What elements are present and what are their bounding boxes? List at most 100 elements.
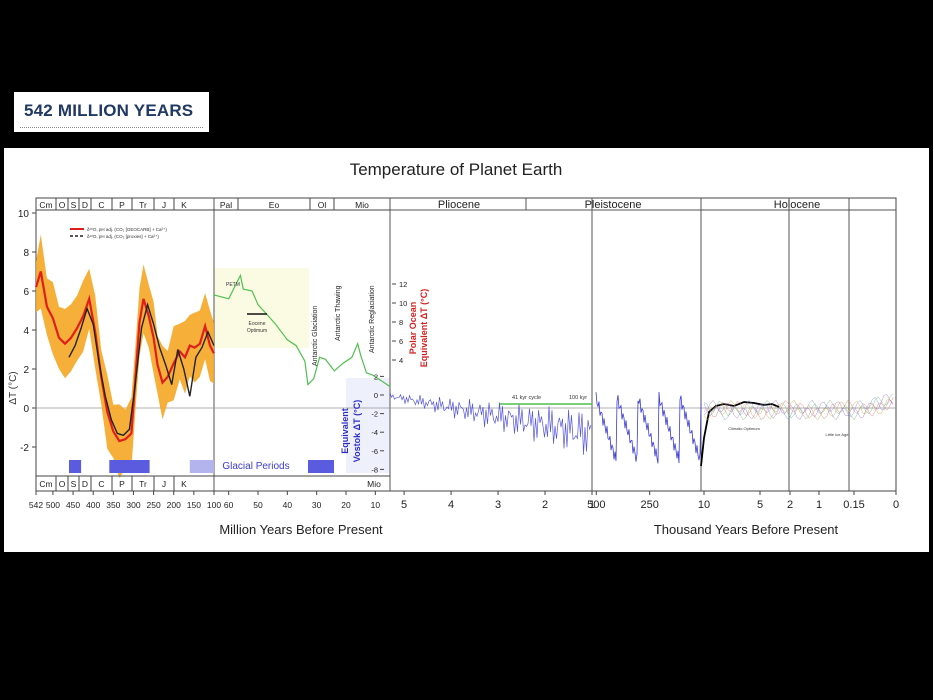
series-line-holocene-reconstruction — [703, 393, 894, 421]
x-tick-label: 400 — [86, 500, 100, 510]
period-label-top-P: P — [119, 200, 125, 210]
chart-title: Temperature of Planet Earth — [350, 160, 563, 179]
y3-tick-label: -6 — [371, 447, 378, 456]
x-tick-label: 2 — [542, 499, 548, 511]
glacial-period-bar — [109, 460, 150, 473]
x-tick-label: 40 — [283, 500, 293, 510]
cenozoic-label-Pal: Pal — [220, 200, 232, 210]
period-label-top-Tr: Tr — [139, 200, 147, 210]
period-label-top-Cm: Cm — [39, 200, 52, 210]
annotation-100kyr: 100 kyr — [569, 395, 587, 401]
y3-tick-label: 0 — [374, 391, 378, 400]
series-line-holocene-reconstruction — [703, 396, 894, 421]
epoch-label-pliocene: Pliocene — [438, 199, 480, 211]
cenozoic-label-Ol: Ol — [318, 200, 327, 210]
x-tick-label: 1 — [816, 499, 822, 511]
period-label-top-S: S — [71, 200, 77, 210]
plot-segments — [35, 197, 897, 492]
chart-panel: Temperature of Planet Earth Cm Cm O O S S D D C C… — [4, 148, 929, 552]
y2-label-line1: Polar Ocean — [408, 302, 418, 355]
annotation-glacial-periods: Glacial Periods — [222, 461, 289, 472]
uncertainty-bands — [36, 234, 214, 478]
period-label-bottom-O: O — [59, 479, 66, 489]
period-label-top-C: C — [98, 200, 104, 210]
uncertainty-band-geocarb — [36, 234, 214, 478]
x-tick-label: 542 — [29, 500, 43, 510]
x-tick-label: 200 — [167, 500, 181, 510]
period-label-top-O: O — [59, 200, 66, 210]
period-label-top-D: D — [82, 200, 88, 210]
x-axis-label-thousand: Thousand Years Before Present — [654, 522, 839, 537]
y-tick-label: 10 — [18, 209, 30, 220]
title-underline — [20, 127, 203, 128]
annotation-41kyr: 41 kyr cycle — [512, 395, 541, 401]
x-tick-label: 10 — [698, 499, 710, 511]
annotation-petm: PETM — [226, 282, 240, 288]
x-tick-label: 350 — [106, 500, 120, 510]
cenozoic-label-bottom-Mio: Mio — [367, 479, 381, 489]
x-tick-label: 5 — [401, 499, 407, 511]
x-axis: 542 500 450 400 350 300 250 200 150 100 60 50 40 30 20… — [29, 491, 899, 511]
vostok-axis-background — [346, 378, 390, 473]
x-tick-label: 300 — [126, 500, 140, 510]
x-tick-label: 30 — [312, 500, 322, 510]
secondary-axes: Polar Ocean Equivalent ΔT (°C) Equivalen… — [340, 280, 429, 474]
x-tick-label: 250 — [641, 499, 659, 511]
series-line-plio-pleistocene — [389, 392, 592, 455]
x-tick-label: 50 — [253, 500, 263, 510]
x-tick-label: 0.15 — [843, 499, 864, 511]
glacial-period-bar — [308, 460, 334, 473]
y3-tick-label: -4 — [371, 428, 378, 437]
x-tick-label: 1 — [589, 499, 595, 511]
x-tick-label: 10 — [371, 500, 381, 510]
period-label-top-J: J — [162, 200, 166, 210]
x-tick-label: 250 — [146, 500, 160, 510]
y2-label-line2: Equivalent ΔT (°C) — [419, 289, 429, 368]
cycle-annotations: 41 kyr cycle 100 kyr Climatic Optimum Li… — [500, 395, 849, 437]
y3-label-line2: Vostok ΔT (°C) — [352, 400, 362, 462]
series-line-holocene-reconstruction — [703, 399, 894, 421]
x-tick-label: 60 — [224, 500, 234, 510]
slide-title-tag: 542 MILLION YEARS — [14, 92, 209, 132]
cenozoic-label-Mio: Mio — [355, 200, 369, 210]
y2-tick-label: 4 — [399, 356, 403, 365]
y3-label-line1: Equivalent — [340, 408, 350, 454]
y3-tick-label: -8 — [371, 465, 378, 474]
annotation-antarctic-reglaciation: Antarctic Reglaciation — [369, 285, 376, 353]
slide-title: 542 MILLION YEARS — [24, 101, 194, 120]
series-line-geocarb — [34, 271, 215, 443]
y2-ticks: 12 10 8 6 4 — [392, 280, 407, 365]
series-line-cenozoic — [213, 273, 391, 388]
y2-tick-label: 12 — [399, 280, 407, 289]
series-line-proxies — [68, 302, 215, 437]
glacial-period-bar — [189, 460, 214, 473]
epoch-label-pleistocene: Pleistocene — [585, 199, 642, 211]
x-tick-label: 450 — [66, 500, 80, 510]
y2-tick-label: 6 — [399, 337, 403, 346]
series-line-holocene-reconstruction — [703, 394, 894, 420]
cenozoic-annotations: PETM Eocene Optimum Antarctic Glaciation… — [222, 282, 376, 472]
glacial-period-bars — [69, 460, 334, 473]
annotation-antarctic-glaciation: Antarctic Glaciation — [312, 306, 319, 366]
period-label-bottom-S: S — [71, 479, 77, 489]
period-label-bottom-C: C — [98, 479, 104, 489]
x-tick-label: 4 — [448, 499, 454, 511]
y-tick-label: -2 — [20, 443, 29, 454]
y3-tick-label: 2 — [374, 372, 378, 381]
annotation-antarctic-thawing: Antarctic Thawing — [335, 285, 342, 341]
annotation-eocene: Eocene — [249, 321, 266, 327]
period-label-top-K: K — [181, 200, 187, 210]
y-tick-label: 0 — [23, 404, 29, 415]
annotation-little-ice-age: Little Ice Age — [826, 432, 850, 437]
temperature-chart: Temperature of Planet Earth CmCmOOSSDDCC… — [8, 160, 899, 537]
x-tick-label: 0 — [893, 499, 899, 511]
x-tick-label: 500 — [587, 499, 605, 511]
x-tick-label: 100 — [207, 500, 221, 510]
y-axis: 10 8 6 4 2 0 -2 — [18, 209, 36, 454]
x-tick-label: 5 — [757, 499, 763, 511]
period-label-bottom-Cm: Cm — [39, 479, 52, 489]
y-tick-label: 4 — [23, 326, 29, 337]
y3-tick-label: -2 — [371, 410, 378, 419]
cenozoic-label-Eo: Eo — [269, 200, 280, 210]
y-tick-label: 8 — [23, 248, 29, 259]
